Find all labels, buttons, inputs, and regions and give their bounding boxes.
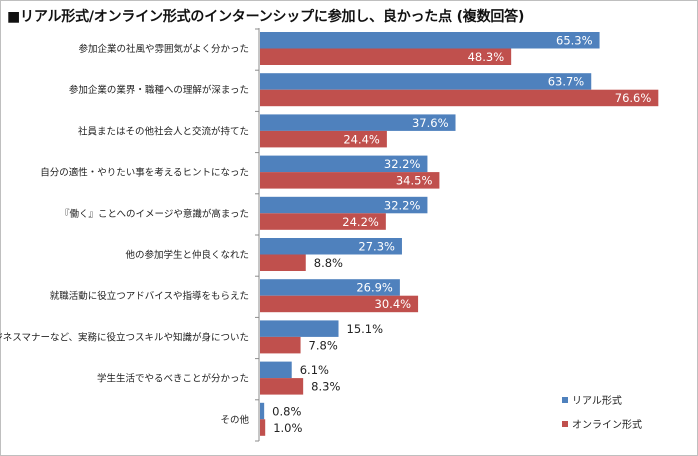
bar-real xyxy=(260,361,292,379)
data-label: 34.5% xyxy=(396,174,433,188)
bar-real xyxy=(260,73,592,90)
bar-online xyxy=(260,419,266,436)
legend-swatch xyxy=(562,421,568,427)
data-label: 8.8% xyxy=(314,256,343,270)
data-label: 24.2% xyxy=(342,215,379,229)
data-label: 26.9% xyxy=(356,281,393,295)
bar-real xyxy=(260,279,400,296)
data-label: 32.2% xyxy=(384,157,421,171)
bar-real xyxy=(260,196,428,214)
bar-online xyxy=(260,213,386,230)
bar-online xyxy=(260,336,301,354)
bar-real xyxy=(260,238,402,255)
bar-real xyxy=(260,114,456,131)
bar-real xyxy=(260,32,600,49)
category-label: 社員またはその他社会人と交流が持てた xyxy=(78,125,249,137)
legend-swatch xyxy=(562,397,568,403)
data-label: 32.2% xyxy=(384,198,421,212)
bar-online xyxy=(260,295,419,313)
data-label: 8.3% xyxy=(311,380,340,394)
legend-label: オンライン形式 xyxy=(572,418,642,431)
data-label: 30.4% xyxy=(375,297,412,311)
bar-real xyxy=(260,402,265,420)
data-label: 37.6% xyxy=(412,116,449,130)
category-label: 参加企業の社風や雰囲気がよく分かった xyxy=(78,43,249,55)
data-label: 7.8% xyxy=(309,338,338,352)
bar-online xyxy=(260,172,440,189)
bar-online xyxy=(260,254,306,271)
bar-online xyxy=(260,89,659,107)
category-label: 学生生活でやるべきことが分かった xyxy=(97,373,249,385)
bar-online xyxy=(260,378,304,395)
category-label: 『働く』ことへのイメージや意識が高まった xyxy=(60,208,249,220)
category-label: その他 xyxy=(220,414,249,426)
data-label: 1.0% xyxy=(273,421,302,435)
bar-real xyxy=(260,155,428,173)
data-label: 15.1% xyxy=(347,322,384,336)
data-label: 0.8% xyxy=(272,404,301,418)
data-label: 6.1% xyxy=(300,363,329,377)
category-label: ビジネスマナーなど、実務に役立つスキルや知識が身についた xyxy=(0,331,249,343)
chart-title: ■リアル形式/オンライン形式のインターンシップに参加し、良かった点 (複数回答) xyxy=(7,9,525,25)
data-label: 63.7% xyxy=(548,75,585,89)
category-label: 参加企業の業界・職種への理解が深まった xyxy=(69,84,249,96)
data-label: 24.4% xyxy=(343,132,380,146)
data-label: 65.3% xyxy=(556,34,593,48)
legend-label: リアル形式 xyxy=(572,394,622,407)
category-label: 他の参加学生と仲良くなれた xyxy=(125,249,249,261)
data-label: 76.6% xyxy=(615,91,652,105)
category-label: 自分の適性・やりたい事を考えるヒントになった xyxy=(40,167,249,179)
bar-real xyxy=(260,320,339,337)
category-label: 就職活動に役立つアドバイスや指導をもらえた xyxy=(50,290,249,302)
data-label: 48.3% xyxy=(468,50,505,64)
bar-online xyxy=(260,130,387,148)
bar-online xyxy=(260,48,512,65)
data-label: 27.3% xyxy=(358,240,395,254)
